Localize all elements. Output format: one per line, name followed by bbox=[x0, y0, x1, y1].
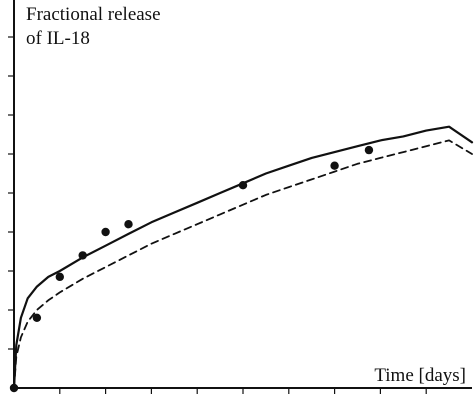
solid-model-curve bbox=[12, 125, 474, 390]
y-axis-title-line-1: Fractional release bbox=[26, 4, 161, 25]
data-point bbox=[55, 272, 64, 282]
markers-layer bbox=[9, 145, 374, 393]
data-point bbox=[32, 313, 42, 322]
data-point bbox=[238, 181, 248, 190]
data-point bbox=[78, 251, 87, 260]
series-layer bbox=[12, 125, 474, 390]
data-point bbox=[124, 220, 133, 229]
data-point bbox=[330, 161, 339, 170]
dashed-model-curve bbox=[13, 139, 473, 389]
data-point bbox=[101, 227, 110, 237]
data-point bbox=[9, 383, 19, 393]
x-axis-title: Time [days] bbox=[374, 365, 466, 386]
data-point bbox=[364, 145, 374, 155]
y-axis-title-line-2: of IL-18 bbox=[26, 28, 90, 49]
axes bbox=[8, 0, 472, 394]
